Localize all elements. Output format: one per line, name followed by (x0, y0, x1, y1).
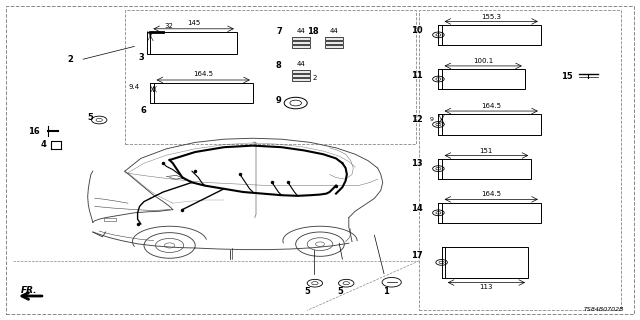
Bar (442, 203, 541, 223)
Text: 12: 12 (411, 115, 422, 124)
Text: 9.4: 9.4 (129, 84, 140, 90)
Bar (442, 69, 525, 89)
Bar (325, 41, 343, 44)
Text: 44: 44 (297, 28, 306, 34)
Text: 7: 7 (276, 27, 282, 36)
Bar (292, 45, 310, 48)
Text: 5: 5 (337, 287, 343, 296)
Bar (325, 37, 343, 40)
Bar (292, 70, 310, 73)
Bar (292, 78, 310, 81)
Text: 17: 17 (411, 252, 422, 260)
Bar (154, 83, 253, 103)
Text: 9: 9 (430, 117, 434, 122)
Text: 11: 11 (411, 71, 422, 80)
Text: 113: 113 (479, 284, 493, 291)
Text: 2: 2 (68, 55, 74, 64)
Text: 10: 10 (411, 26, 422, 35)
Text: 16: 16 (28, 127, 40, 136)
Text: TS84B0702B: TS84B0702B (584, 307, 624, 312)
Text: 13: 13 (411, 159, 422, 168)
Bar (442, 25, 541, 45)
Text: 145: 145 (187, 20, 200, 26)
Text: 4: 4 (41, 140, 47, 149)
Text: 18: 18 (307, 27, 319, 36)
Text: 5: 5 (304, 287, 310, 296)
Bar (292, 74, 310, 77)
Text: 44: 44 (297, 60, 306, 67)
Bar (292, 37, 310, 40)
Bar (325, 45, 343, 48)
Bar (442, 114, 541, 135)
Bar (104, 218, 116, 221)
Text: 1: 1 (383, 287, 388, 296)
Bar (292, 41, 310, 44)
Text: 44: 44 (330, 28, 339, 34)
Text: 164.5: 164.5 (481, 103, 501, 109)
Text: 15: 15 (561, 72, 573, 81)
Text: 5: 5 (87, 113, 93, 122)
Text: 151: 151 (480, 148, 493, 154)
Bar (150, 32, 237, 54)
Text: 9: 9 (276, 96, 282, 105)
Text: 14: 14 (411, 204, 422, 212)
Text: 100.1: 100.1 (473, 58, 493, 64)
Bar (419, 10, 621, 310)
Text: FR.: FR. (20, 286, 37, 295)
Text: 6: 6 (140, 106, 146, 115)
Text: 164.5: 164.5 (193, 71, 213, 77)
Text: 8: 8 (276, 61, 282, 70)
Text: 2: 2 (313, 75, 317, 81)
Bar (445, 247, 528, 278)
Text: 155.3: 155.3 (481, 13, 501, 20)
Text: 164.5: 164.5 (481, 191, 501, 197)
Bar (442, 159, 531, 179)
Text: 3: 3 (138, 53, 144, 62)
Bar (125, 10, 416, 144)
Text: 32: 32 (164, 23, 173, 29)
